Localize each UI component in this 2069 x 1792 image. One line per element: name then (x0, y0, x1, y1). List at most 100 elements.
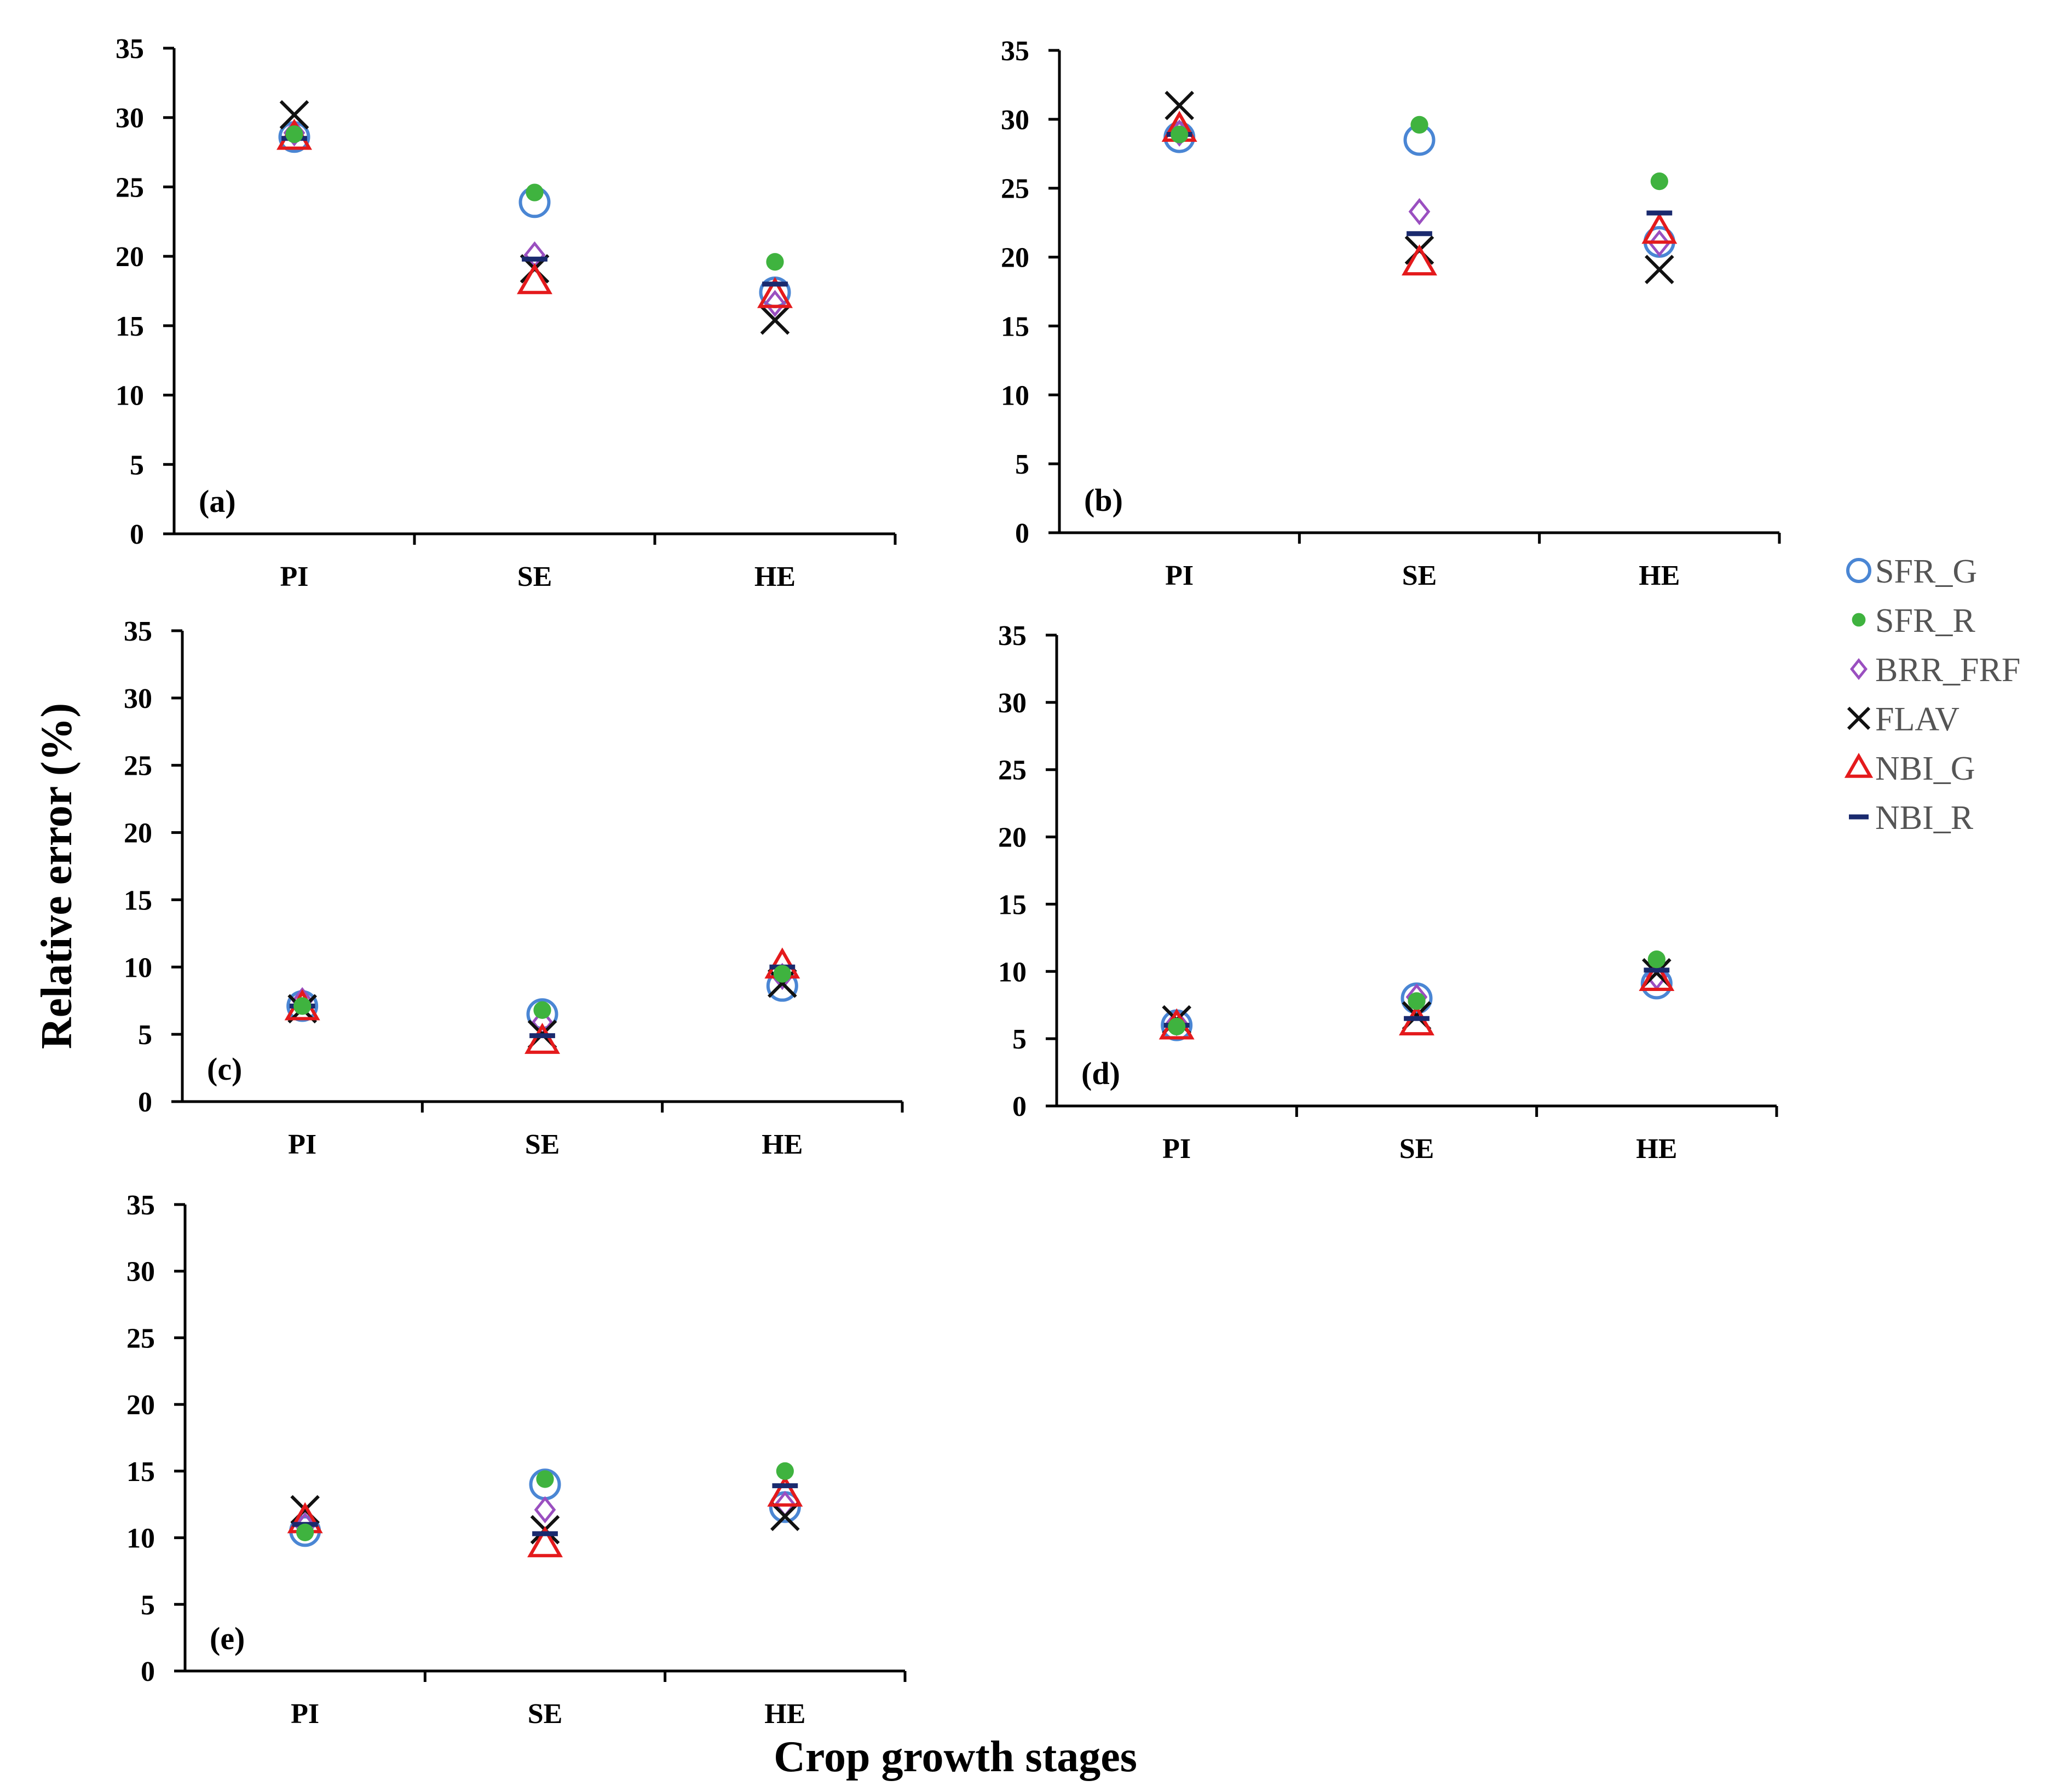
legend-entry-nbi-g: NBI_G (1844, 750, 1975, 787)
data-point-sfr-r (293, 997, 312, 1015)
marker-sfr-r (293, 997, 312, 1015)
data-point-sfr-r (1650, 172, 1668, 191)
marker-nbi-g (757, 276, 793, 308)
legend-marker (1849, 658, 1868, 681)
y-tick-label: 15 (126, 1456, 155, 1488)
y-tick-label: 10 (998, 956, 1027, 988)
legend-entry-sfr-r: SFR_R (1852, 602, 1975, 639)
y-tick-label: 5 (1015, 449, 1029, 480)
data-point-nbi-g (757, 276, 793, 308)
y-tick-label: 35 (124, 616, 152, 647)
marker-flav (768, 968, 797, 998)
marker-sfr-r (296, 1523, 314, 1541)
data-point-brr-frf (1408, 198, 1431, 226)
y-tick-label: 10 (126, 1523, 155, 1554)
x-tick-label: PI (280, 561, 309, 592)
marker-sfr-r (773, 965, 791, 983)
panel-label: (a) (199, 483, 236, 519)
y-tick-label: 15 (1001, 311, 1029, 342)
data-point-nbi-g (767, 1475, 803, 1507)
x-tick-label: SE (1402, 560, 1437, 591)
marker-sfr-r (766, 253, 784, 271)
x-tick-label: PI (288, 1129, 316, 1160)
marker-brr-frf (764, 290, 786, 318)
legend-marker (1844, 752, 1874, 778)
data-point-flav (1645, 255, 1674, 285)
x-tick-label: HE (1639, 560, 1680, 591)
panel-1: 0 5 10 15 20 25 30 35 PI SE HE (a) (116, 33, 897, 592)
data-point-sfr-r (1171, 125, 1189, 143)
x-tick-label: HE (1636, 1133, 1677, 1165)
data-point-nbi-g (517, 263, 552, 295)
legend-label: FLAV (1875, 701, 1960, 738)
data-point-brr-frf (534, 1496, 556, 1524)
y-tick-label: 20 (124, 818, 152, 849)
x-tick-label: HE (764, 1698, 805, 1730)
data-point-sfr-r (526, 183, 544, 201)
y-tick-label: 15 (124, 885, 152, 916)
y-tick-label: 0 (138, 1087, 152, 1118)
data-point-nbi-g (527, 1526, 563, 1558)
y-tick-label: 15 (116, 311, 144, 342)
y-axis-title: Relative error (%) (33, 703, 81, 1049)
data-point-sfr-r (1647, 950, 1665, 969)
panels: 0 5 10 15 20 25 30 35 PI SE HE (a) 0 5 10 15 20 25 30 35 PI S… (116, 33, 1781, 1730)
marker-sfr-r (1410, 116, 1428, 134)
data-point-flav (279, 100, 309, 130)
x-tick-label: PI (1162, 1133, 1191, 1165)
marker-sfr-r (1647, 950, 1665, 969)
y-tick-label: 25 (116, 172, 144, 203)
data-point-flav (768, 968, 797, 998)
marker-sfr-r (1171, 125, 1189, 143)
panel-label: (c) (207, 1051, 242, 1087)
y-tick-label: 35 (1001, 36, 1029, 67)
y-tick-label: 30 (124, 683, 152, 715)
y-tick-label: 20 (116, 241, 144, 273)
data-point-nbi-g (1402, 244, 1437, 276)
legend-entry-sfr-g: SFR_G (1846, 553, 1977, 590)
data-point-sfr-r (296, 1523, 314, 1541)
panel-label: (d) (1081, 1056, 1120, 1091)
y-tick-label: 0 (141, 1656, 155, 1687)
x-axis-title: Crop growth stages (774, 1733, 1137, 1781)
marker-sfr-r (1408, 992, 1426, 1010)
legend: SFR_G SFR_R BRR_FRF FLAV NBI_G NBI_R (1844, 553, 2020, 837)
data-point-sfr-r (1408, 992, 1426, 1010)
data-point-sfr-r (773, 965, 791, 983)
panel-label: (e) (210, 1621, 245, 1656)
y-tick-label: 20 (998, 822, 1027, 854)
x-tick-label: SE (517, 561, 552, 592)
y-tick-label: 20 (1001, 243, 1029, 274)
y-tick-label: 25 (1001, 174, 1029, 205)
y-tick-label: 5 (1012, 1024, 1027, 1055)
y-tick-label: 0 (1012, 1091, 1027, 1122)
y-tick-label: 5 (138, 1019, 152, 1051)
marker-nbi-g (1641, 212, 1678, 244)
data-point-sfr-r (533, 1001, 551, 1019)
y-tick-label: 5 (130, 450, 144, 481)
legend-label: SFR_R (1875, 602, 1975, 639)
y-tick-label: 15 (998, 889, 1027, 920)
marker-flav (279, 100, 309, 130)
marker-flav (1165, 90, 1194, 120)
legend-marker (1846, 558, 1871, 583)
y-tick-label: 5 (141, 1589, 155, 1621)
y-tick-label: 20 (126, 1390, 155, 1421)
data-point-flav (1165, 90, 1194, 120)
panel-3: 0 5 10 15 20 25 30 35 PI SE HE (c) (124, 616, 904, 1160)
panel-5: 0 5 10 15 20 25 30 35 PI SE HE (e) (126, 1190, 907, 1730)
legend-marker (1852, 613, 1866, 627)
marker-nbi-g (527, 1526, 563, 1558)
y-tick-label: 30 (116, 103, 144, 134)
y-tick-label: 0 (1015, 518, 1029, 549)
y-tick-label: 30 (998, 688, 1027, 719)
y-tick-label: 30 (1001, 105, 1029, 136)
legend-label: NBI_G (1875, 750, 1975, 787)
marker-nbi-g (767, 1475, 803, 1507)
data-point-nbi-g (1641, 212, 1678, 244)
y-tick-label: 35 (116, 33, 144, 65)
panel-2: 0 5 10 15 20 25 30 35 PI SE HE (b) (1001, 36, 1781, 591)
x-tick-label: SE (525, 1129, 560, 1160)
data-point-nbi-g (525, 1023, 560, 1054)
